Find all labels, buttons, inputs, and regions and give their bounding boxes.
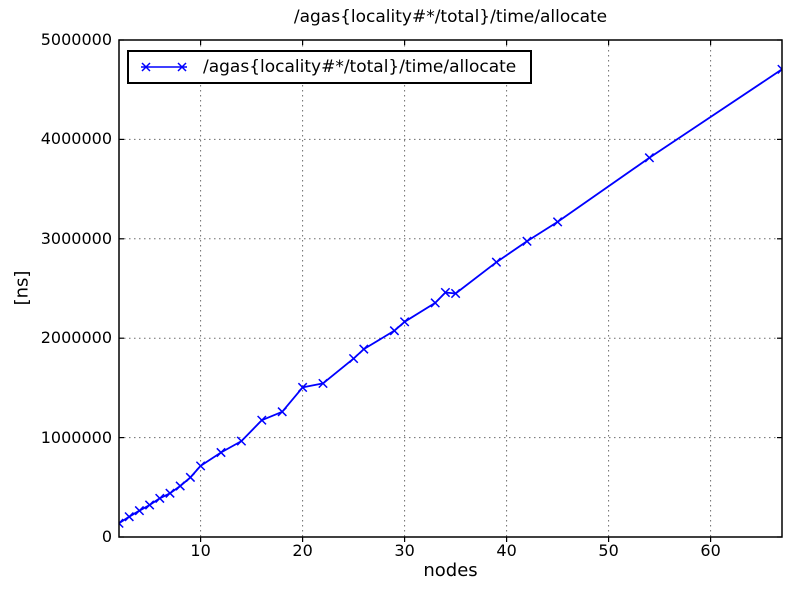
data-point-marker [348, 353, 359, 364]
marker-stroke [430, 298, 440, 308]
plot-border [118, 39, 783, 538]
x-tick-label: 30 [394, 541, 415, 560]
marker-stroke [144, 500, 155, 510]
marker-stroke [277, 407, 287, 417]
data-point-marker [491, 257, 502, 267]
y-tick-label: 5000000 [40, 30, 112, 49]
y-tick-label: 0 [101, 527, 112, 546]
y-tick-label: 2000000 [40, 328, 112, 348]
data-point-marker [165, 488, 175, 498]
y-axis-label: [ns] [11, 270, 33, 306]
data-point-marker [552, 217, 563, 227]
marker-stroke [185, 472, 196, 483]
data-point-marker [297, 382, 308, 393]
data-point-marker [236, 436, 247, 446]
y-tick-label: 3000000 [40, 228, 112, 248]
y-tick-label: 4000000 [40, 129, 112, 149]
data-point-marker [134, 505, 145, 516]
data-point-marker [155, 493, 165, 504]
marker-stroke [491, 257, 502, 267]
legend-line-sample-icon [141, 62, 187, 72]
data-point-marker [144, 500, 155, 510]
x-tick-label: 20 [292, 541, 313, 560]
data-point-marker [257, 415, 267, 425]
data-point-marker [124, 511, 134, 522]
data-point-marker [195, 461, 206, 471]
data-point-marker [318, 378, 328, 389]
marker-stroke [155, 493, 165, 504]
data-point-marker [450, 288, 461, 299]
x-tick-label: 50 [598, 541, 619, 560]
legend: /agas{locality#*/total}/time/allocate [127, 50, 533, 84]
marker-stroke [318, 378, 328, 389]
data-point-marker [777, 64, 782, 75]
data-point-marker [389, 326, 400, 336]
x-tick-label: 60 [700, 541, 721, 560]
marker-stroke [450, 288, 461, 299]
x-axis-label: nodes [423, 560, 478, 581]
marker-stroke [399, 317, 410, 327]
x-tick-label: 10 [190, 541, 211, 560]
marker-stroke [777, 68, 782, 75]
data-point-marker [119, 518, 124, 529]
marker-stroke [119, 518, 124, 525]
marker-stroke [297, 382, 308, 393]
data-point-marker [277, 407, 287, 417]
data-point-marker [359, 344, 369, 354]
marker-stroke [175, 481, 185, 491]
marker-stroke [777, 64, 782, 71]
chart-title: /agas{locality#*/total}/time/allocate [293, 7, 608, 27]
data-point-marker [399, 317, 410, 327]
y-tick-label: 1000000 [40, 427, 112, 447]
data-point-marker [430, 298, 440, 308]
data-point-marker [440, 287, 451, 298]
marker-stroke [257, 415, 267, 425]
marker-stroke [165, 488, 175, 498]
marker-stroke [644, 153, 655, 163]
marker-stroke [195, 461, 206, 471]
marker-stroke [522, 236, 532, 247]
legend-label: /agas{locality#*/total}/time/allocate [203, 57, 517, 77]
data-point-marker [644, 153, 655, 163]
marker-stroke [348, 353, 359, 364]
marker-stroke [134, 505, 145, 516]
data-point-marker [216, 447, 226, 458]
legend-x-marker-icon [141, 62, 187, 72]
data-point-marker [175, 481, 185, 491]
marker-stroke [552, 217, 563, 227]
data-point-marker [522, 236, 532, 247]
marker-stroke [389, 326, 400, 336]
series-group [119, 64, 782, 529]
marker-stroke [119, 522, 124, 529]
data-point-marker [185, 472, 196, 483]
marker-stroke [440, 287, 451, 298]
marker-stroke [236, 436, 247, 446]
marker-stroke [359, 344, 369, 354]
marker-stroke [216, 447, 226, 458]
marker-stroke [124, 511, 134, 522]
x-tick-label: 40 [496, 541, 517, 560]
